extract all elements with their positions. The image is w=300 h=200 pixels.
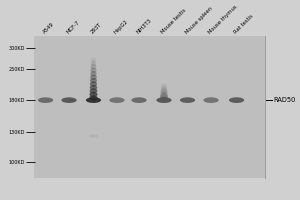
Ellipse shape [90, 85, 97, 90]
Ellipse shape [229, 97, 244, 103]
Text: Mouse spleen: Mouse spleen [184, 6, 213, 35]
Text: MCF-7: MCF-7 [65, 20, 81, 35]
Text: 250KD: 250KD [9, 67, 25, 72]
Text: A549: A549 [42, 22, 55, 35]
Ellipse shape [109, 97, 124, 103]
Ellipse shape [161, 88, 167, 90]
Ellipse shape [131, 97, 147, 103]
Text: RAD50: RAD50 [273, 97, 296, 103]
Text: 180KD: 180KD [9, 98, 25, 103]
Ellipse shape [90, 78, 97, 83]
Text: 300KD: 300KD [9, 46, 25, 51]
Text: NIH3T3: NIH3T3 [136, 18, 152, 35]
Ellipse shape [161, 83, 167, 85]
Ellipse shape [89, 95, 98, 100]
Ellipse shape [160, 92, 168, 94]
Ellipse shape [90, 71, 97, 76]
Ellipse shape [86, 97, 101, 103]
Ellipse shape [161, 87, 167, 89]
Ellipse shape [161, 84, 167, 86]
Ellipse shape [160, 97, 168, 99]
Ellipse shape [90, 68, 97, 73]
Ellipse shape [38, 97, 53, 103]
Ellipse shape [91, 57, 96, 62]
Ellipse shape [156, 97, 172, 103]
Ellipse shape [160, 96, 168, 98]
Text: 293T: 293T [90, 22, 103, 35]
Ellipse shape [61, 97, 77, 103]
Text: Rat testis: Rat testis [233, 14, 254, 35]
Ellipse shape [89, 88, 98, 94]
Text: HepG2: HepG2 [113, 19, 130, 35]
Ellipse shape [91, 64, 96, 69]
Ellipse shape [91, 61, 96, 66]
Ellipse shape [160, 94, 168, 96]
Text: Mouse testis: Mouse testis [160, 8, 188, 35]
Ellipse shape [90, 81, 97, 87]
Ellipse shape [203, 97, 219, 103]
Ellipse shape [161, 86, 167, 88]
Ellipse shape [90, 75, 97, 80]
Text: Mouse thymus: Mouse thymus [208, 4, 238, 35]
Ellipse shape [160, 91, 167, 93]
Text: 130KD: 130KD [9, 130, 25, 135]
Ellipse shape [89, 134, 98, 138]
Text: 100KD: 100KD [9, 160, 25, 165]
Bar [34, 36, 265, 178]
Ellipse shape [89, 92, 98, 97]
Ellipse shape [160, 89, 167, 91]
Ellipse shape [160, 93, 168, 95]
Ellipse shape [180, 97, 195, 103]
